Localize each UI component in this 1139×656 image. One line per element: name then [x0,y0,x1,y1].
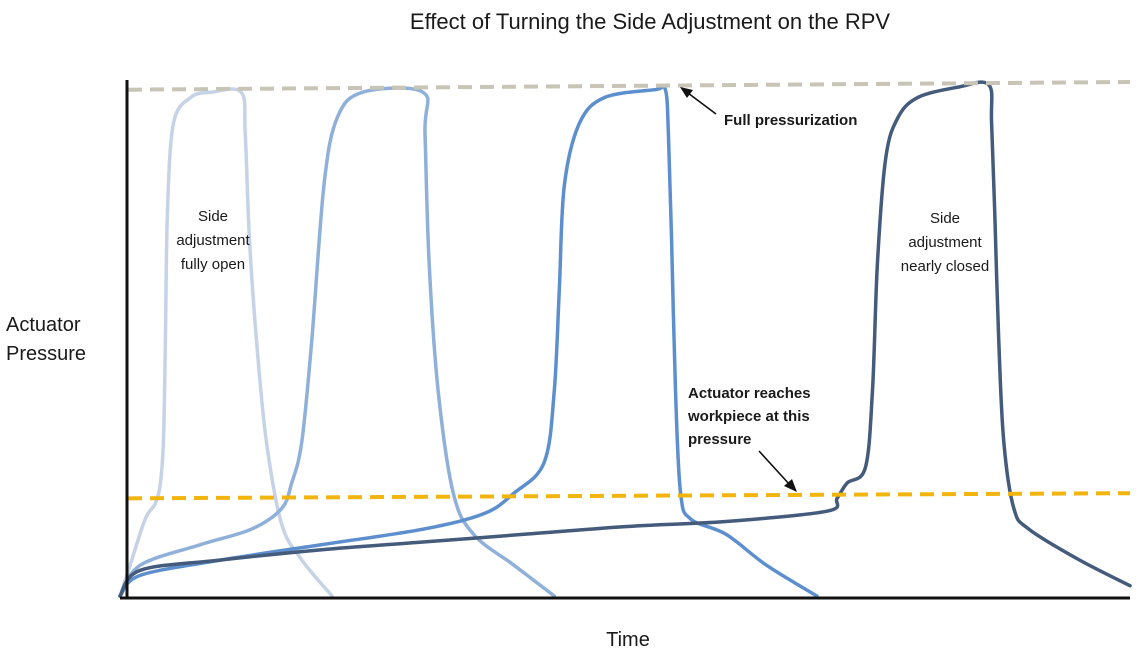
full-pressurization-line [127,80,1131,92]
workpiece-pressure-line [127,491,1131,501]
label-workpiece-line-3: pressure [688,431,751,448]
chart-title: Effect of Turning the Side Adjustment on… [410,9,891,34]
label-nearly-closed-line-1: Side [930,210,960,227]
reference-lines-layer [127,80,1131,501]
label-nearly-closed-line-2: adjustment [908,234,982,251]
y-axis-title-line-1: Actuator [6,314,81,336]
label-fully-open-line-1: Side [198,208,228,225]
arrow-full-pressurization [680,87,717,115]
series-line-side-adjustment-fully-open [118,87,334,598]
series-layer [118,80,1132,598]
y-axis-title-line-2: Pressure [6,343,86,365]
label-full-pressurization: Full pressurization [724,112,857,129]
label-fully-open-line-2: adjustment [176,232,250,249]
series-line-side-adjustment-nearly-closed [118,80,1132,598]
series-line-curve-2 [118,86,557,598]
series-line-curve-3 [118,84,819,598]
label-workpiece-line-2: workpiece at this [687,408,810,425]
label-workpiece-line-1: Actuator reaches [688,385,811,402]
label-nearly-closed-line-3: nearly closed [901,258,989,275]
label-fully-open-line-3: fully open [181,256,245,273]
x-axis-title: Time [606,629,650,651]
arrow-workpiece [758,450,797,492]
